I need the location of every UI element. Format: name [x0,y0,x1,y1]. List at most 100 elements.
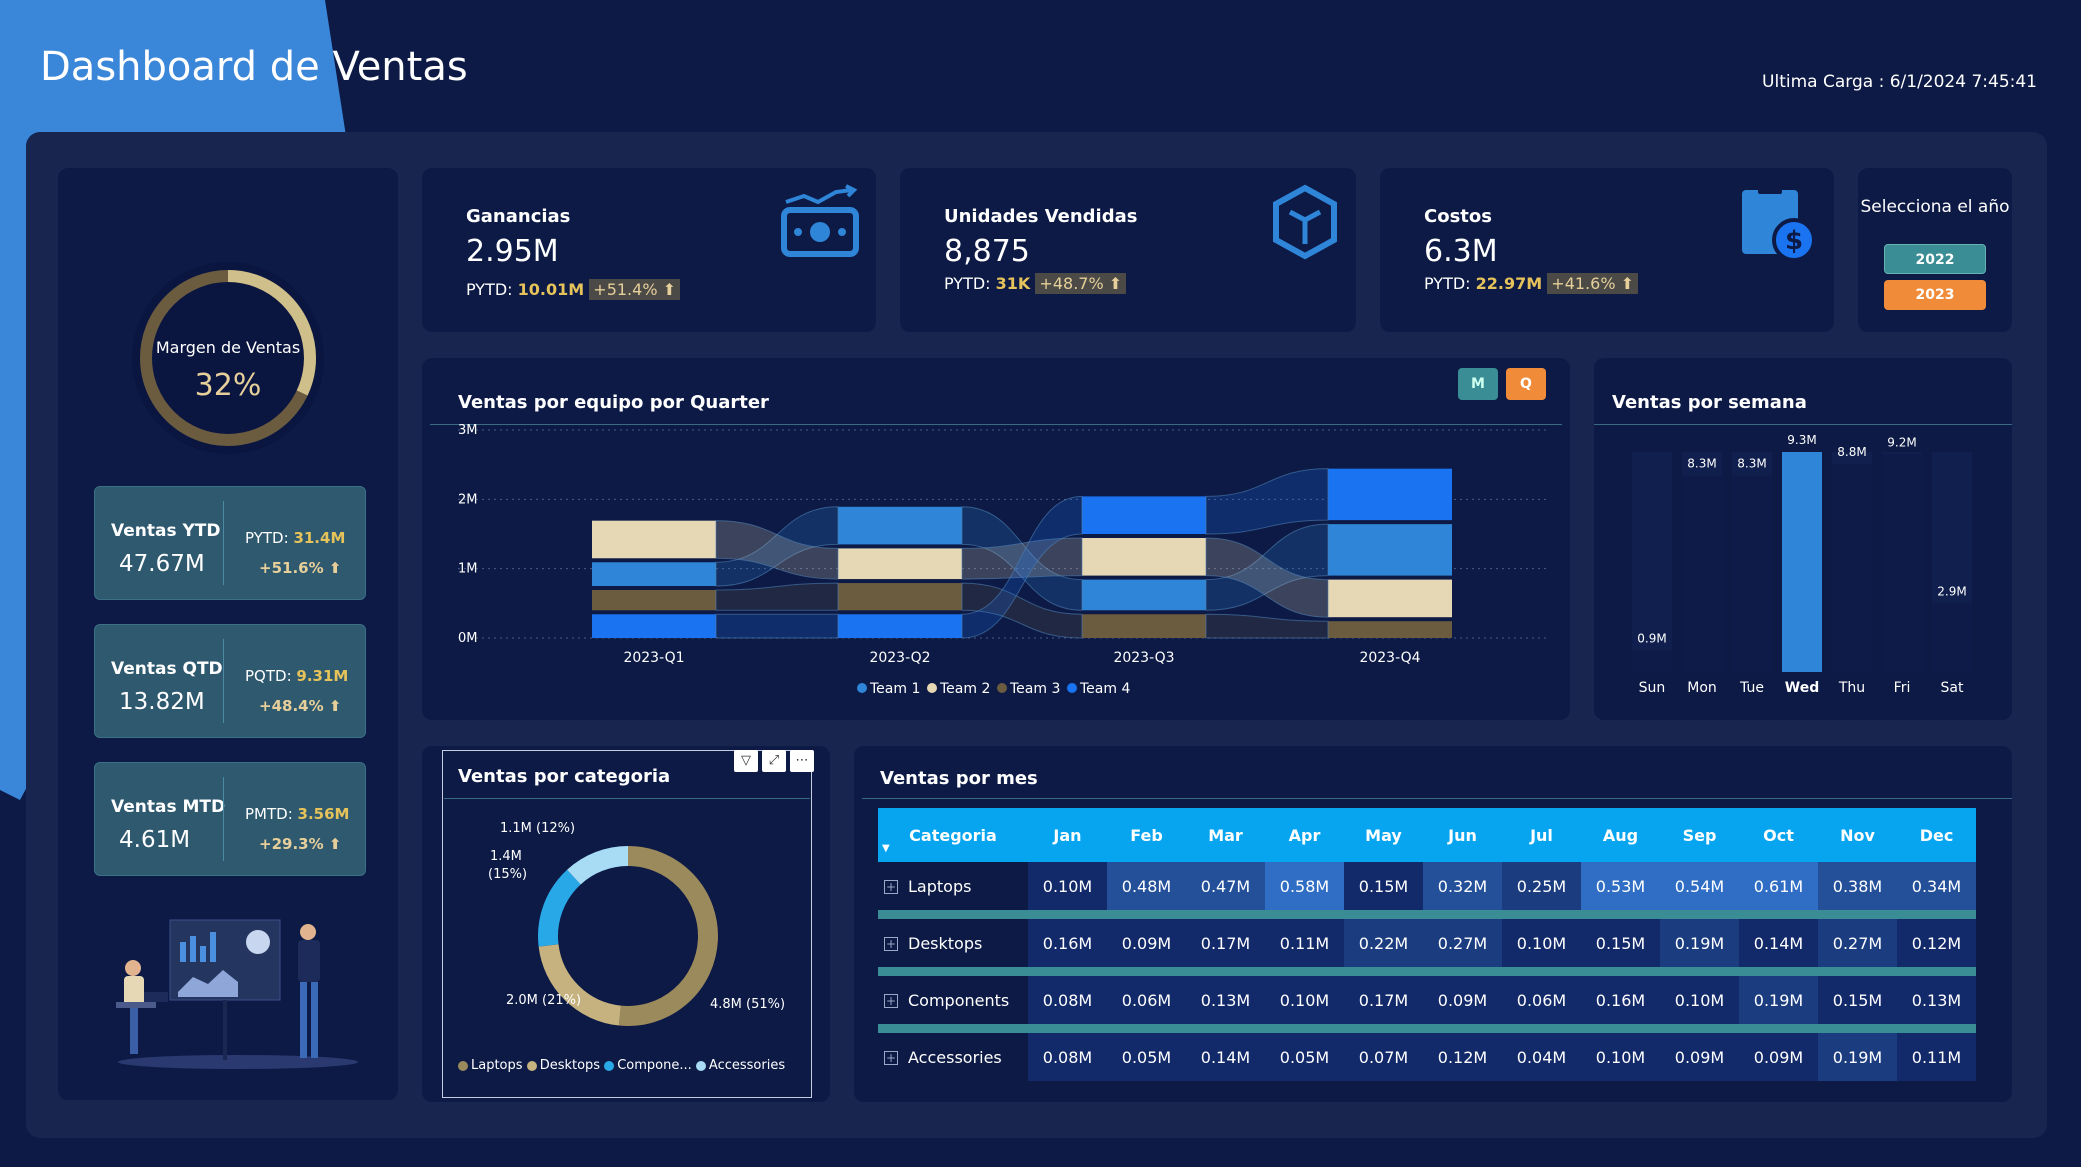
data-label: 8.8M [1837,445,1866,459]
visual-toolbar: ▽ ⤢ ⋯ [734,750,814,772]
x-tick-label: Sat [1941,680,1964,696]
expand-icon[interactable]: + [884,880,898,894]
year-button-2022[interactable]: 2022 [1884,244,1986,274]
stat-growth-value: +51.4% [593,280,658,299]
header-month[interactable]: Sep [1660,808,1739,862]
table-cell: 0.13M [1897,976,1976,1024]
table-title: Ventas por mes [880,768,1038,789]
year-button-2023[interactable]: 2023 [1884,280,1986,310]
filter-icon[interactable]: ▽ [734,750,758,772]
sort-desc-icon[interactable]: ▼ [882,843,890,854]
table-cell: 0.07M [1344,1033,1423,1081]
title-divider [862,798,2012,799]
team-quarter-chart-card: Ventas por equipo por Quarter M Q 0M 1M 2M… [422,358,1570,720]
table-cell: 0.19M [1818,1033,1897,1081]
ribbon-team-2 [961,537,1083,580]
header-month[interactable]: Dec [1897,808,1976,862]
table-cell: 0.10M [1265,976,1344,1024]
table-cell: 0.61M [1739,862,1818,910]
bar-mon [1682,475,1722,672]
more-options-icon[interactable]: ⋯ [790,750,814,772]
stat-prev-value: 31K [995,274,1031,293]
stat-prev-value: 10.01M [517,280,585,299]
expand-icon[interactable]: + [884,1051,898,1065]
table-cell: 0.14M [1739,919,1818,967]
y-tick-label: 2M [458,492,478,507]
margin-gauge: Margen de Ventas 32% [118,248,338,468]
table-cell: 0.19M [1660,919,1739,967]
chart-title: Ventas por semana [1612,392,1807,413]
table-cell: 0.12M [1897,919,1976,967]
kpi-ventas-mtd: Ventas MTD 4.61M PMTD: 3.56M +29.3% ⬆ [94,762,366,876]
expand-icon[interactable]: + [884,937,898,951]
kpi-prev: PQTD: 9.31M [245,667,348,685]
slice-desktops [538,943,622,1026]
table-cell: 0.08M [1028,976,1107,1024]
table-cell: 0.15M [1344,862,1423,910]
year-selector: Selecciona el año 2022 2023 [1858,168,2012,332]
table-cell: 0.05M [1107,1033,1186,1081]
bar-fri [1882,454,1922,672]
table-cell: 0.27M [1818,919,1897,967]
table-cell: 0.09M [1739,1033,1818,1081]
y-tick-label: 1M [458,562,478,577]
legend-item-components: Compone... [604,1058,692,1073]
ribbon-team-4 [1205,468,1329,535]
ribbon-team-1 [1205,523,1329,611]
ribbon-team-1 [961,506,1083,611]
ribbon-team-3 [961,582,1083,639]
arrow-up-icon: ⬆ [662,280,677,299]
x-tick-label: Wed [1785,680,1819,696]
bar-team-1-2023-q4 [1328,524,1452,576]
legend-marker [857,683,867,693]
arrow-up-icon: ⬆ [328,835,342,853]
legend-item-laptops: Laptops [458,1058,523,1073]
kpi-growth: +51.6% ⬆ [259,559,341,577]
y-tick-label: 3M [458,423,478,438]
money-trend-icon [781,184,859,257]
arrow-up-icon: ⬆ [328,697,342,715]
focus-mode-icon[interactable]: ⤢ [762,750,786,772]
row-category-label: Accessories [908,1047,1002,1067]
row-category-label: Laptops [908,876,972,896]
expand-icon[interactable]: + [884,994,898,1008]
header-month[interactable]: Jun [1423,808,1502,862]
header-month[interactable]: Apr [1265,808,1344,862]
legend-label: Team 1 [869,681,920,697]
toggle-monthly-button[interactable]: M [1458,368,1498,400]
legend-label: Team 3 [1009,681,1060,697]
data-label: 9.2M [1887,435,1916,449]
bar-team-2-2023-q1 [592,520,716,559]
month-table-card: Ventas por mes Categoria ▼ Jan Feb Mar Apr Ma… [854,746,2012,1102]
margin-gauge-value: 32% [194,368,262,403]
header-month[interactable]: Feb [1107,808,1186,862]
svg-text:$: $ [1785,226,1803,256]
header-categoria[interactable]: Categoria ▼ [878,808,1028,862]
chart-title: Ventas por categoria [458,766,671,787]
header-month[interactable]: Oct [1739,808,1818,862]
kpi-prev-label: PYTD: [245,529,289,547]
stat-growth: +51.4% ⬆ [589,279,681,300]
bar-team-2-2023-q4 [1328,579,1452,618]
kpi-title: Ventas YTD [111,521,221,541]
stat-title: Ganancias [466,206,571,227]
kpi-title: Ventas QTD [111,659,223,679]
visual-selection-frame[interactable] [442,750,812,1098]
toggle-quarterly-button[interactable]: Q [1506,368,1546,400]
stat-prev-value: 22.97M [1475,274,1543,293]
header-month[interactable]: Jan [1028,808,1107,862]
header-month[interactable]: Jul [1502,808,1581,862]
header-month[interactable]: Aug [1581,808,1660,862]
kpi-value: 4.61M [119,827,191,853]
stat-prev-label: PYTD: [944,274,991,293]
header-month[interactable]: Mar [1186,808,1265,862]
year-selector-label: Selecciona el año [1860,197,2010,217]
table-cell: 0.15M [1581,919,1660,967]
stat-value: 8,875 [944,234,1030,269]
ribbon-team-2 [715,520,839,580]
header-month[interactable]: May [1344,808,1423,862]
bar-team-1-2023-q1 [592,562,716,586]
header-month[interactable]: Nov [1818,808,1897,862]
data-label: 8.3M [1737,457,1766,471]
kpi-prev-label: PMTD: [245,805,293,823]
